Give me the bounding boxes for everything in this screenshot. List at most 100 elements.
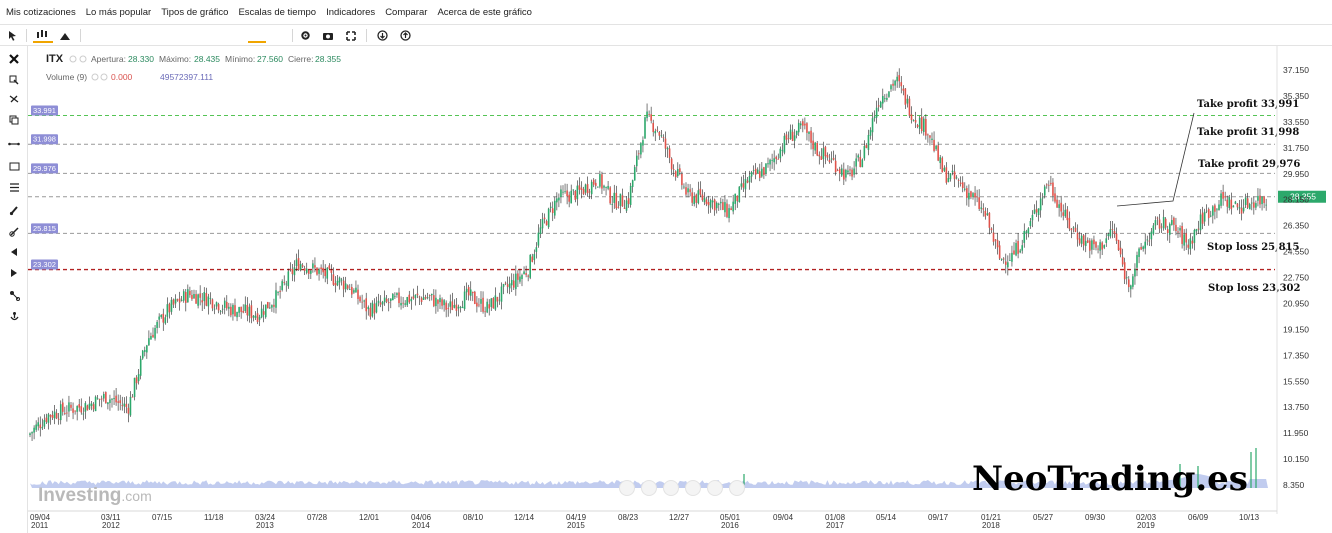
candle-body bbox=[57, 418, 60, 420]
candle-body bbox=[783, 135, 786, 153]
timeframe-1m[interactable] bbox=[90, 28, 108, 43]
candle-body bbox=[1033, 209, 1036, 214]
menu-item-1[interactable]: Lo más popular bbox=[85, 6, 152, 18]
volume-settings-icon[interactable] bbox=[100, 73, 108, 81]
menu-item-6[interactable]: Acerca de este gráfico bbox=[437, 6, 532, 18]
brush-icon[interactable] bbox=[6, 203, 22, 217]
candle-body bbox=[1164, 218, 1167, 228]
fit-icon[interactable] bbox=[729, 480, 745, 496]
reset-icon[interactable] bbox=[685, 480, 701, 496]
candle-body bbox=[37, 422, 39, 427]
scroll-right-icon[interactable] bbox=[707, 480, 723, 496]
timeframe-5h[interactable] bbox=[203, 28, 221, 43]
menu-item-0[interactable]: Mis cotizaciones bbox=[6, 6, 76, 18]
candle-body bbox=[1218, 204, 1220, 211]
candle-body bbox=[681, 173, 683, 186]
candle-body bbox=[562, 191, 564, 193]
candle-body bbox=[396, 293, 398, 295]
menu-item-5[interactable]: Comparar bbox=[385, 6, 428, 18]
zoom-out-icon[interactable] bbox=[641, 480, 657, 496]
trend-line-icon[interactable] bbox=[6, 137, 22, 151]
timeframe-30m[interactable] bbox=[157, 28, 175, 43]
candle-body bbox=[174, 298, 177, 304]
candle-body bbox=[43, 420, 46, 427]
candle-body bbox=[236, 311, 238, 318]
arrow-left-icon[interactable] bbox=[6, 245, 22, 259]
scroll-left-icon[interactable] bbox=[663, 480, 679, 496]
x-tick-label: 04/06 bbox=[411, 513, 432, 522]
pencil-icon[interactable] bbox=[6, 224, 22, 238]
candle-body bbox=[447, 308, 449, 310]
open-value: 28.330 bbox=[128, 54, 154, 64]
open-label: Apertura: bbox=[91, 54, 126, 64]
candle-body bbox=[810, 130, 812, 143]
fullscreen-icon[interactable] bbox=[344, 28, 358, 43]
zoom-controls[interactable] bbox=[619, 480, 745, 496]
x-tick-label: 08/10 bbox=[463, 513, 484, 522]
magnet-icon[interactable] bbox=[6, 92, 22, 106]
pointer-zoom-icon[interactable] bbox=[6, 73, 22, 87]
candle-body bbox=[748, 176, 751, 183]
close-icon[interactable] bbox=[6, 52, 22, 66]
menu-item-3[interactable]: Escalas de tiempo bbox=[238, 6, 317, 18]
candle-body bbox=[488, 304, 490, 309]
candle-body bbox=[603, 185, 605, 188]
candles-icon[interactable] bbox=[33, 28, 53, 43]
candle-body bbox=[1158, 219, 1161, 229]
legend-eye-icon[interactable] bbox=[69, 55, 77, 63]
candle-body bbox=[966, 188, 968, 198]
legend-settings-icon[interactable] bbox=[79, 55, 87, 63]
candle-body bbox=[232, 304, 234, 315]
candle-body bbox=[371, 302, 374, 317]
candle-body bbox=[248, 306, 251, 316]
candle-body bbox=[1009, 260, 1011, 261]
copy-icon[interactable] bbox=[6, 113, 22, 127]
price-chart[interactable]: ITX Apertura: 28.330 Máximo: 28.435 Míni… bbox=[28, 46, 1332, 533]
candle-body bbox=[62, 402, 64, 412]
fibonacci-icon[interactable] bbox=[6, 180, 22, 194]
menu-item-2[interactable]: Tipos de gráfico bbox=[161, 6, 229, 18]
timeframe-1w[interactable] bbox=[248, 28, 266, 43]
x-tick-year: 2015 bbox=[567, 521, 585, 530]
candle-body bbox=[1181, 226, 1183, 244]
cursor-icon[interactable] bbox=[6, 28, 18, 43]
anchor-tool-icon[interactable] bbox=[6, 309, 22, 323]
node-tool-icon[interactable] bbox=[6, 288, 22, 302]
candle-body bbox=[209, 298, 212, 299]
timeframe-15m[interactable] bbox=[133, 28, 151, 43]
timeframe-1M[interactable] bbox=[271, 28, 289, 43]
x-tick-year: 2018 bbox=[982, 521, 1000, 530]
candle-body bbox=[158, 316, 160, 320]
candle-body bbox=[554, 200, 556, 216]
camera-icon[interactable] bbox=[321, 28, 335, 43]
candle-body bbox=[1130, 285, 1132, 290]
symbol-name: ITX bbox=[46, 53, 64, 65]
candle-body bbox=[765, 163, 767, 174]
candle-body bbox=[654, 130, 657, 134]
volume-eye-icon[interactable] bbox=[91, 73, 99, 81]
rectangle-icon[interactable] bbox=[6, 159, 22, 173]
drawn-trendline[interactable] bbox=[1116, 112, 1195, 207]
timeframe-1d[interactable] bbox=[225, 28, 243, 43]
candle-body bbox=[451, 301, 454, 310]
candle-body bbox=[1076, 232, 1079, 240]
mountain-icon[interactable] bbox=[58, 28, 72, 43]
top-menu: Mis cotizaciones Lo más popular Tipos de g… bbox=[0, 0, 1332, 25]
zoom-in-icon[interactable] bbox=[619, 480, 635, 496]
candle-body bbox=[871, 118, 874, 133]
candle-body bbox=[832, 157, 835, 160]
x-tick-label: 05/14 bbox=[876, 513, 897, 522]
y-tick-label: 24.550 bbox=[1283, 247, 1309, 257]
cloud-upload-icon[interactable] bbox=[397, 28, 413, 43]
candle-body bbox=[715, 202, 718, 209]
timeframe-1h[interactable] bbox=[180, 28, 198, 43]
arrow-right-icon[interactable] bbox=[6, 266, 22, 280]
candle-body bbox=[769, 159, 771, 165]
candle-body bbox=[217, 304, 220, 311]
timeframe-5m[interactable] bbox=[111, 28, 129, 43]
cloud-download-icon[interactable] bbox=[374, 28, 390, 43]
menu-item-4[interactable]: Indicadores bbox=[326, 6, 376, 18]
settings-icon[interactable] bbox=[298, 28, 312, 43]
candle-body bbox=[1068, 217, 1071, 229]
candle-body bbox=[1230, 199, 1233, 210]
